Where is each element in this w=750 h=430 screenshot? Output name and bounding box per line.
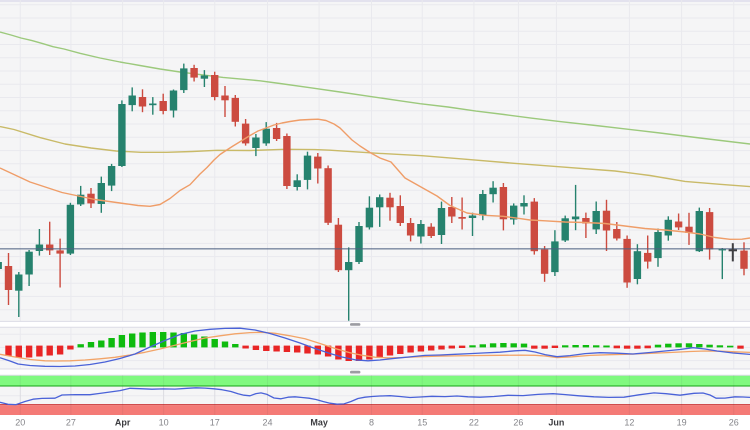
svg-text:19: 19 bbox=[677, 418, 687, 428]
svg-text:10: 10 bbox=[159, 418, 169, 428]
svg-text:20: 20 bbox=[15, 418, 25, 428]
svg-text:Apr: Apr bbox=[115, 418, 131, 428]
svg-text:24: 24 bbox=[262, 418, 272, 428]
svg-text:22: 22 bbox=[469, 418, 479, 428]
svg-text:26: 26 bbox=[513, 418, 523, 428]
svg-text:8: 8 bbox=[369, 418, 374, 428]
svg-text:27: 27 bbox=[66, 418, 76, 428]
svg-text:Jun: Jun bbox=[548, 418, 564, 428]
svg-text:26: 26 bbox=[729, 418, 739, 428]
svg-text:17: 17 bbox=[210, 418, 220, 428]
svg-text:May: May bbox=[310, 418, 328, 428]
svg-text:12: 12 bbox=[624, 418, 634, 428]
svg-text:15: 15 bbox=[417, 418, 427, 428]
